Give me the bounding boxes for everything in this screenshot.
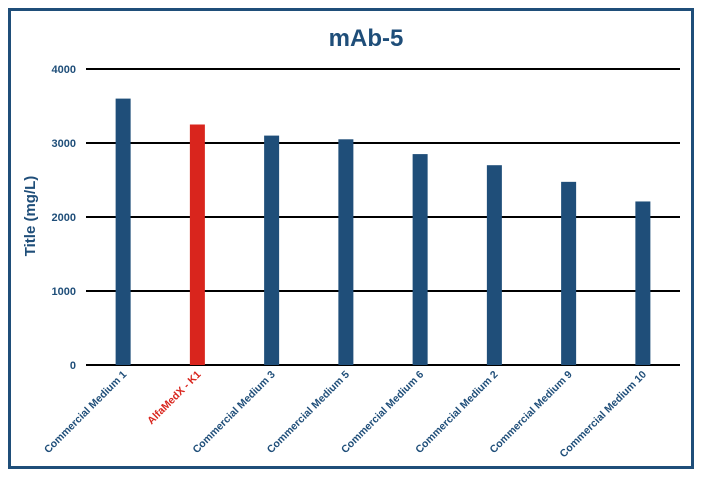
y-tick-label: 1000	[52, 286, 76, 298]
gridlines	[86, 68, 680, 366]
bars	[115, 98, 651, 365]
bar	[189, 124, 205, 365]
y-tick-labels: 0 1000 2000 3000 4000	[52, 64, 76, 372]
y-tick-label: 2000	[52, 212, 76, 224]
bar	[338, 139, 354, 365]
x-tick-label: Commercial Medium 1	[42, 369, 129, 456]
x-tick-label: Commercial Medium 3	[190, 369, 277, 456]
bar	[486, 165, 502, 365]
x-tick-label: Commercial Medium 2	[413, 369, 500, 456]
bar	[115, 98, 131, 365]
y-axis-label: Title (mg/L)	[22, 176, 39, 257]
chart-title: mAb-5	[329, 25, 404, 52]
bar	[264, 135, 280, 365]
x-tick-label: Commercial Medium 10	[558, 369, 650, 461]
x-tick-label: AlfaMedX - K1	[145, 369, 204, 428]
y-tick-label: 4000	[52, 64, 76, 76]
y-tick-label: 0	[70, 360, 76, 372]
bar	[412, 154, 428, 365]
y-tick-label: 3000	[52, 138, 76, 150]
x-tick-label: Commercial Medium 9	[487, 369, 574, 456]
x-tick-labels: Commercial Medium 1 AlfaMedX - K1Commerci…	[42, 369, 649, 461]
bar	[635, 201, 651, 365]
x-tick-label: Commercial Medium 5	[265, 369, 352, 456]
bar	[561, 181, 577, 365]
x-tick-label: Commercial Medium 6	[339, 369, 426, 456]
